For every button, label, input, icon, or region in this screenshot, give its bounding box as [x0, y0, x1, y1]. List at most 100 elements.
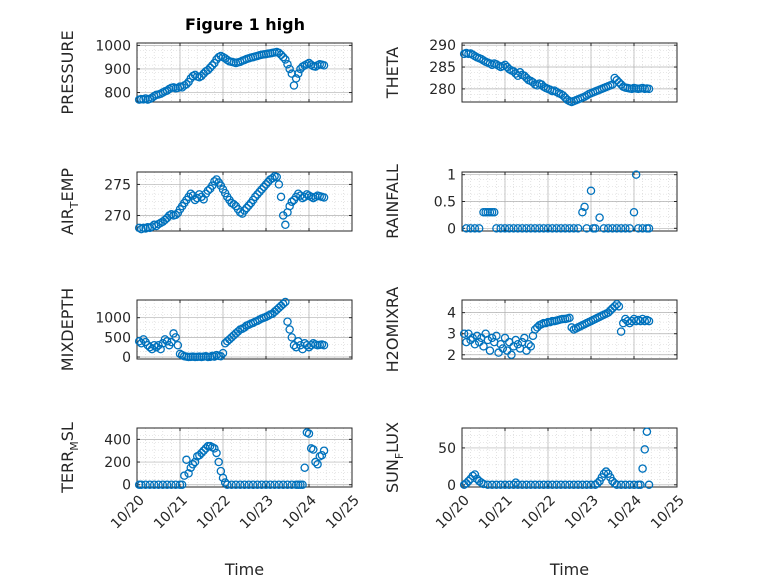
data-point — [216, 466, 226, 476]
data-point — [229, 200, 238, 209]
data-point — [229, 331, 238, 340]
data-point — [186, 189, 195, 198]
data-point — [603, 224, 613, 233]
x-tick-label: 10/23 — [237, 493, 277, 533]
data-point — [240, 323, 249, 332]
data-point — [134, 337, 144, 346]
y-tick-label: 0 — [122, 478, 131, 494]
data-point — [535, 224, 544, 233]
y-tick-label: 290 — [429, 38, 456, 54]
subplot-7: 0 200 400 10/20 10/21 10/22 10/23 10/24 10/25 TER… — [58, 422, 363, 579]
data-point — [281, 297, 290, 307]
data-point — [218, 348, 228, 358]
data-point — [548, 480, 557, 490]
data-point — [197, 71, 206, 81]
data-point — [195, 450, 204, 460]
data-point — [257, 480, 266, 489]
data-point — [560, 480, 570, 490]
data-point — [281, 55, 290, 64]
subplot-3: 270 275 AIRTEMP — [58, 168, 353, 235]
data-point — [479, 342, 488, 351]
data-point — [149, 340, 159, 350]
data-point — [218, 473, 228, 483]
data-point — [210, 444, 219, 453]
data-point — [182, 455, 191, 465]
y-tick-label: 280 — [429, 82, 456, 98]
data-point — [235, 480, 245, 489]
data-point — [199, 195, 208, 204]
data-point — [298, 480, 307, 489]
data-point — [507, 350, 516, 360]
y-tick-label: 50 — [438, 441, 456, 457]
data-point — [644, 224, 654, 233]
y-axis-label: SUNFLUX — [383, 422, 406, 493]
data-point — [631, 170, 641, 179]
data-point — [644, 480, 654, 490]
y-tick-label: 1000 — [95, 38, 131, 54]
data-point — [500, 333, 510, 343]
data-point — [625, 224, 634, 233]
data-point — [171, 333, 180, 342]
data-point — [203, 65, 213, 75]
data-point — [309, 445, 318, 454]
data-point — [498, 344, 508, 353]
data-point — [257, 185, 266, 194]
data-point — [517, 224, 527, 233]
data-point — [244, 201, 254, 210]
data-point — [513, 480, 523, 490]
data-point — [210, 352, 219, 361]
data-point — [272, 172, 281, 182]
data-point — [154, 480, 163, 489]
subplot-8: 0 50 10/20 10/21 10/22 10/23 10/24 10/25 SUNFLUX… — [383, 422, 688, 579]
data-point — [240, 480, 249, 489]
data-point — [520, 333, 529, 343]
y-axis-label: H2OMIXRA — [383, 287, 402, 373]
data-point — [608, 224, 617, 233]
data-point — [250, 192, 260, 202]
data-point — [483, 480, 493, 490]
data-point — [567, 323, 576, 332]
data-point — [513, 339, 523, 349]
data-point — [276, 301, 286, 311]
data-point — [162, 86, 172, 95]
data-point — [285, 201, 294, 211]
data-point — [276, 50, 286, 60]
data-point — [614, 78, 624, 87]
data-point — [610, 302, 619, 311]
data-point — [287, 480, 297, 489]
data-point — [240, 206, 249, 215]
data-point — [616, 327, 626, 336]
data-point — [629, 480, 639, 490]
x-tick-label: 10/24 — [280, 492, 320, 532]
data-point — [214, 457, 223, 467]
data-point — [287, 69, 297, 78]
subplot-2: 280 285 290 THETA — [383, 38, 678, 107]
data-point — [466, 335, 475, 345]
data-point — [255, 187, 264, 197]
x-tick-label: 10/20 — [433, 493, 473, 533]
x-tick-label: 10/24 — [605, 492, 645, 532]
data-point — [462, 479, 471, 488]
x-axis-label: Time — [549, 560, 589, 579]
data-point — [612, 299, 622, 309]
data-point — [558, 91, 568, 100]
data-point — [227, 480, 236, 489]
data-point — [640, 445, 650, 454]
data-point — [306, 60, 316, 69]
data-point — [616, 480, 626, 490]
data-point — [530, 224, 540, 233]
data-point — [195, 190, 204, 199]
data-point — [610, 73, 619, 83]
data-point — [207, 61, 217, 70]
data-point — [479, 479, 488, 489]
y-tick-label: 0.5 — [434, 195, 456, 211]
data-point — [621, 224, 630, 233]
y-axis-label: PRESSURE — [58, 30, 77, 114]
subplot-1: 800 900 1000 PRESSURE — [58, 30, 353, 115]
data-point — [319, 61, 329, 70]
data-point — [300, 192, 309, 202]
data-point — [500, 224, 510, 233]
data-point — [259, 182, 269, 192]
data-point — [274, 480, 284, 489]
subplot-6: 2 3 4 H2OMIXRA — [383, 287, 678, 373]
